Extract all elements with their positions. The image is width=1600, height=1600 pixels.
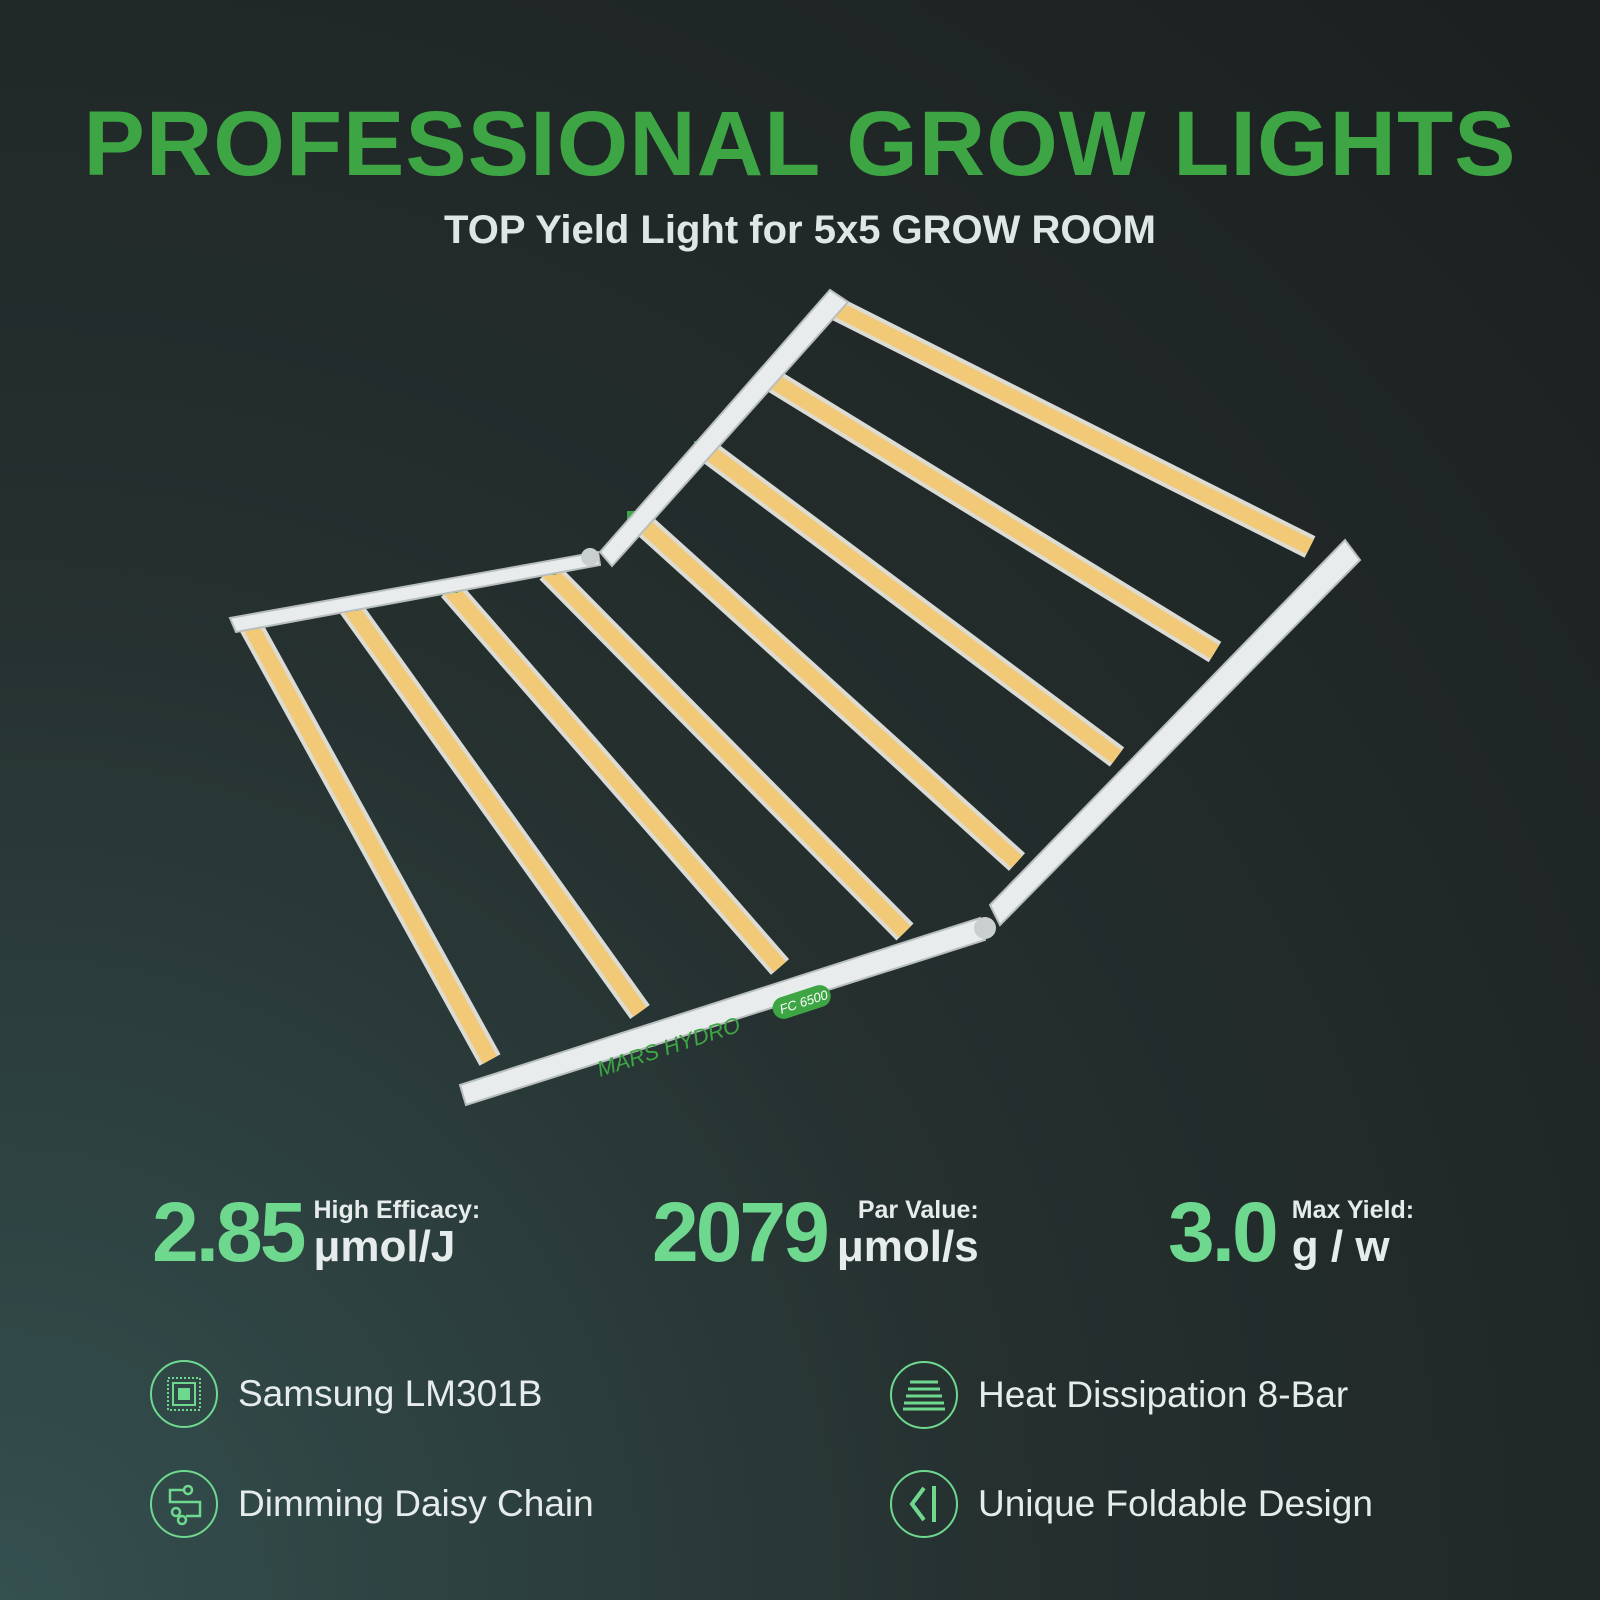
chip-icon: [150, 1360, 218, 1428]
led-bar: [242, 621, 498, 1064]
stat-value: 2079: [652, 1185, 830, 1279]
stat-value: 3.0: [1168, 1185, 1279, 1279]
feature-foldable: Unique Foldable Design: [890, 1470, 1373, 1538]
feature-samsung: Samsung LM301B: [150, 1360, 542, 1428]
feature-heat: Heat Dissipation 8-Bar: [890, 1361, 1348, 1429]
feature-label: Dimming Daisy Chain: [238, 1483, 594, 1524]
hinge-icon: [974, 917, 996, 939]
led-bar: [762, 370, 1220, 659]
stat-unit: μmol/J: [313, 1222, 456, 1271]
stat-unit: g / w: [1291, 1222, 1390, 1271]
feature-daisy-chain: Dimming Daisy Chain: [150, 1470, 594, 1538]
stat-label: High Efficacy:: [313, 1196, 481, 1224]
heat-bars-icon: [890, 1361, 958, 1429]
stat-efficacy: 2.85 High Efficacy: μmol/J: [152, 1185, 481, 1279]
feature-label: Unique Foldable Design: [978, 1483, 1373, 1524]
led-bar: [443, 583, 787, 973]
stat-yield: 3.0 Max Yield: g / w: [1168, 1185, 1415, 1279]
led-bar: [829, 299, 1314, 555]
daisy-chain-icon: [150, 1470, 218, 1538]
led-bar: [629, 511, 1023, 868]
page-title: PROFESSIONAL GROW LIGHTS: [83, 93, 1517, 195]
hinge-icon: [581, 548, 599, 566]
led-bar: [542, 565, 911, 938]
led-bar: [697, 440, 1122, 764]
feature-label: Heat Dissipation 8-Bar: [978, 1374, 1349, 1415]
page-subtitle: TOP Yield Light for 5x5 GROW ROOM: [444, 208, 1156, 252]
stat-unit: μmol/s: [836, 1222, 979, 1271]
frame: [228, 288, 1362, 1107]
stat-label: Max Yield:: [1291, 1196, 1415, 1224]
stat-par: 2079 Par Value: μmol/s: [652, 1185, 979, 1279]
stat-label: Par Value:: [857, 1196, 979, 1224]
stat-value: 2.85: [152, 1185, 306, 1279]
led-bar: [343, 602, 647, 1017]
feature-label: Samsung LM301B: [238, 1373, 543, 1414]
fold-icon: [890, 1470, 958, 1538]
